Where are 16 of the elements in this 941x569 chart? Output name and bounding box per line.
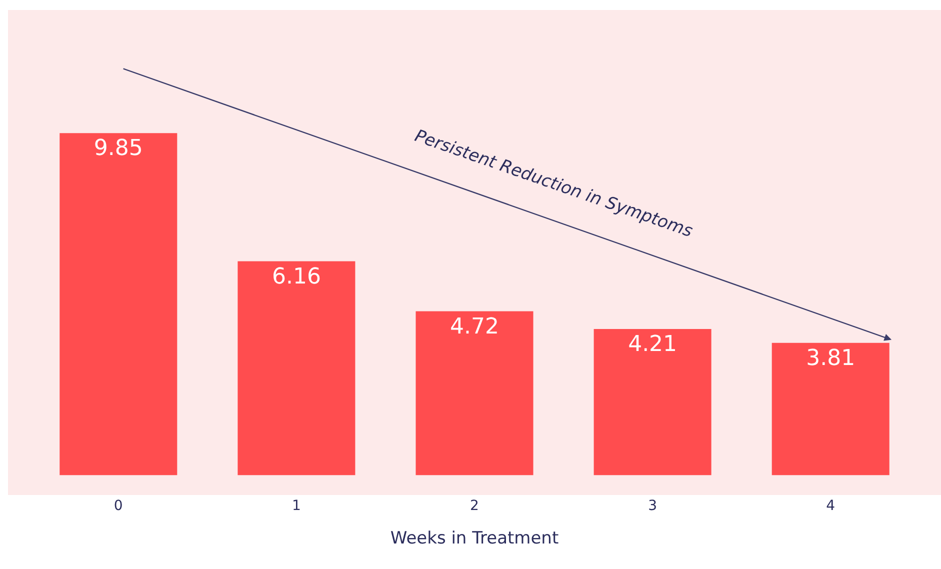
data-label: 3.81 — [806, 346, 856, 371]
x-tick-label: 0 — [114, 498, 123, 514]
x-axis-title: Weeks in Treatment — [390, 528, 559, 548]
x-tick-label: 1 — [292, 498, 301, 514]
bar — [772, 342, 890, 476]
bar — [238, 261, 356, 476]
bar — [594, 328, 712, 476]
x-tick-label: 2 — [470, 498, 479, 514]
bar — [60, 133, 178, 476]
bar — [416, 311, 534, 476]
data-label: 6.16 — [272, 264, 321, 290]
x-tick-label: 3 — [648, 498, 658, 514]
data-label: 4.21 — [628, 332, 678, 357]
x-tick-label: 4 — [826, 498, 836, 514]
data-label: 4.72 — [450, 314, 499, 340]
data-label: 9.85 — [94, 136, 143, 162]
